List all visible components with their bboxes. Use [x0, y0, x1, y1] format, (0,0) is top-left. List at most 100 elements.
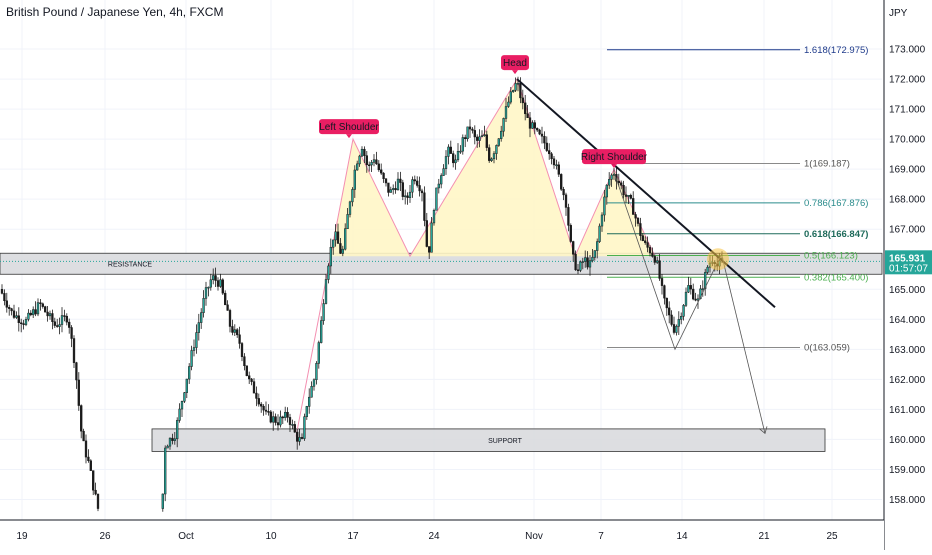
- candle-down: [653, 256, 656, 263]
- candle-down: [29, 312, 32, 316]
- candle-down: [629, 194, 632, 199]
- candle-up: [598, 225, 601, 242]
- candle-down: [39, 302, 42, 305]
- candle-up: [341, 248, 344, 254]
- pattern-label-box: [582, 149, 646, 165]
- candle-up: [504, 106, 508, 119]
- candle-down: [226, 304, 229, 311]
- candle-down: [296, 431, 299, 442]
- pattern-label-text: Head: [503, 58, 527, 69]
- candle-down: [70, 327, 73, 339]
- candle-down: [401, 182, 404, 197]
- x-tick-label: Nov: [525, 531, 543, 542]
- candle-up: [197, 322, 200, 333]
- candle-up: [164, 447, 167, 495]
- fib-level-label: 0.5(166.123): [804, 251, 858, 262]
- candle-down: [380, 169, 383, 174]
- candle-up: [435, 187, 438, 211]
- fib-level-label: 1.618(172.975): [804, 45, 868, 56]
- candle-down: [567, 207, 570, 226]
- candle-down: [63, 315, 66, 317]
- candle-down: [12, 310, 16, 318]
- candle-up: [411, 179, 414, 193]
- candle-down: [543, 135, 546, 144]
- candle-down: [624, 194, 628, 197]
- fib-level-label: 0.786(167.876): [804, 198, 868, 209]
- candle-up: [600, 214, 604, 227]
- candle-up: [322, 303, 325, 321]
- candle-up: [310, 386, 313, 398]
- candle-down: [269, 411, 272, 423]
- candle-down: [538, 129, 541, 135]
- candle-down: [586, 257, 589, 268]
- candle-up: [684, 291, 688, 306]
- price-tag-box: [885, 250, 932, 275]
- candle-up: [704, 272, 707, 289]
- candle-up: [593, 250, 596, 258]
- y-tick-label: 164.000: [889, 315, 926, 326]
- candle-down: [672, 324, 676, 333]
- candle-up: [183, 392, 186, 402]
- candle-up: [324, 279, 328, 304]
- candle-up: [176, 420, 179, 440]
- x-tick-label: 26: [99, 531, 111, 542]
- candle-up: [161, 493, 164, 509]
- candle-up: [500, 130, 503, 139]
- candle-up: [454, 159, 457, 164]
- candle-up: [490, 158, 493, 161]
- candle-down: [564, 194, 568, 208]
- candle-down: [557, 164, 560, 175]
- projection-arrow: [721, 256, 766, 434]
- candle-up: [516, 82, 520, 85]
- candle-down: [533, 122, 536, 129]
- pattern-label-box: [319, 119, 379, 135]
- candle-down: [75, 362, 78, 381]
- candle-up: [675, 326, 678, 333]
- resistance-label: RESISTANCE: [108, 262, 153, 269]
- candle-down: [363, 148, 366, 156]
- candle-down: [471, 128, 474, 131]
- candle-up: [372, 159, 376, 163]
- candle-down: [658, 260, 661, 279]
- candle-up: [317, 342, 320, 364]
- candle-up: [699, 288, 702, 300]
- candle-down: [96, 493, 100, 509]
- pattern-fill: [330, 79, 655, 257]
- candle-down: [245, 365, 248, 376]
- candle-down: [545, 142, 548, 151]
- candle-down: [639, 223, 642, 236]
- candle-up: [190, 350, 193, 367]
- candle-up: [178, 408, 181, 421]
- candle-down: [576, 269, 580, 272]
- candle-up: [207, 286, 210, 289]
- candle-up: [608, 179, 611, 186]
- fib-level-label: 0(163.059): [804, 343, 850, 354]
- candle-down: [377, 163, 380, 171]
- candle-down: [574, 254, 577, 271]
- candle-up: [48, 313, 52, 317]
- candle-up: [591, 257, 594, 261]
- x-tick-label: 24: [428, 531, 440, 542]
- candle-down: [644, 240, 647, 243]
- candle-up: [404, 195, 407, 198]
- y-tick-label: 161.000: [889, 405, 926, 416]
- y-tick-label: 158.000: [889, 495, 926, 506]
- candle-down: [92, 470, 95, 491]
- candle-down: [293, 424, 296, 433]
- x-tick-label: 25: [826, 531, 838, 542]
- candle-down: [0, 289, 4, 294]
- candle-down: [406, 195, 409, 198]
- candle-down: [641, 235, 644, 242]
- candle-up: [610, 174, 613, 180]
- x-axis: 19 26 Oct 10 17 24 Nov 7 14 21 25: [0, 519, 884, 550]
- candle-up: [682, 305, 685, 317]
- candle-down: [339, 243, 342, 254]
- candle-down: [252, 381, 256, 394]
- candle-up: [346, 214, 349, 229]
- candle-up: [588, 260, 592, 268]
- candle-up: [370, 162, 373, 166]
- candle-down: [692, 288, 695, 300]
- candle-up: [442, 168, 445, 176]
